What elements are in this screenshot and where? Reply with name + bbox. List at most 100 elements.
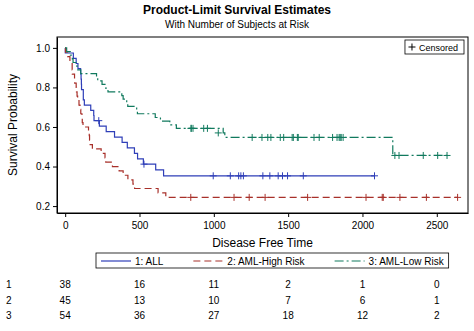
at-risk-count: 13 [134,295,146,306]
legend-label: 2: AML-High Risk [227,256,305,267]
censor-mark [190,125,197,132]
x-axis-title: Disease Free Time [212,236,313,250]
y-tick-label: 0.8 [36,82,50,93]
legend-swatch [335,260,365,261]
inset-legend: Censored [405,40,464,54]
censor-mark [240,172,247,179]
censor-mark [420,152,427,159]
legend-swatch [193,260,223,261]
at-risk-count: 11 [209,279,220,290]
at-risk-row-label: 1 [6,279,12,290]
at-risk-count: 2 [434,310,440,321]
legend: 1: ALL 2: AML-High Risk 3: AML-Low Risk [96,253,449,268]
x-tick: 1000 [203,213,226,231]
x-tick-mark [288,213,289,217]
x-tick-mark [362,213,363,217]
censor-mark [280,134,287,141]
y-tick-mark [53,206,57,207]
censor-mark [454,194,461,201]
x-tick-label: 500 [132,220,149,231]
x-tick-label: 2500 [426,220,449,231]
at-risk-count: 54 [60,310,72,321]
legend-label: 3: AML-Low Risk [369,256,445,267]
chart-container: Product-Limit Survival Estimates With Num… [0,0,474,331]
censor-mark [380,194,387,201]
censor-mark [266,172,273,179]
plot-frame [57,37,468,213]
at-risk-count: 10 [208,295,220,306]
y-tick-mark [53,127,57,128]
inset-legend-marker [408,44,415,51]
censor-mark [215,129,222,136]
y-tick-label: 1.0 [36,43,50,54]
survival-line [65,48,374,176]
censor-mark [340,134,347,141]
at-risk-count: 16 [134,279,146,290]
censor-mark [444,152,451,159]
at-risk-count: 36 [134,310,146,321]
inset-legend-label: Censored [419,43,458,53]
x-tick: 2000 [352,213,375,231]
legend-swatch [101,260,131,261]
x-tick-label: 1500 [278,220,301,231]
y-tick: 0.2 [36,201,57,212]
x-tick-mark [65,213,66,217]
censor-mark [95,117,102,124]
at-risk-count: 18 [283,310,295,321]
x-axis-line [58,213,469,214]
y-tick: 0.8 [36,82,57,93]
censor-mark [423,194,430,201]
x-tick: 2500 [426,213,449,231]
at-risk-count: 12 [357,310,369,321]
x-tick-mark [139,213,140,217]
censor-mark [294,134,301,141]
x-tick-mark [214,213,215,217]
inset-legend-box [405,40,464,54]
y-tick: 1.0 [36,43,57,54]
y-axis: 0.2 0.4 0.6 0.8 1.0 [36,38,57,214]
at-risk-count: 38 [60,279,72,290]
censor-mark [259,172,266,179]
x-tick-label: 0 [63,220,69,231]
y-tick-mark [53,167,57,168]
at-risk-count: 0 [434,279,440,290]
legend-label: 1: ALL [135,256,164,267]
censor-mark [210,172,217,179]
at-risk-count: 27 [208,310,220,321]
at-risk-count: 45 [60,295,72,306]
x-tick-mark [437,213,438,217]
censor-mark [396,194,403,201]
censor-mark [284,172,291,179]
title: Product-Limit Survival Estimates [143,3,331,17]
survival-line [65,48,457,198]
survival-line [65,48,447,156]
y-tick-label: 0.2 [36,201,50,212]
censor-mark [434,152,441,159]
legend-box [96,253,449,268]
at-risk-row-label: 2 [6,295,12,306]
censor-mark [316,134,323,141]
at-risk-count: 1 [434,295,440,306]
subtitle: With Number of Subjects at Risk [165,19,310,30]
at-risk-row-label: 3 [6,310,12,321]
censor-mark [363,194,370,201]
y-tick: 0.4 [36,161,57,172]
x-tick-label: 1000 [203,220,226,231]
at-risk-count: 7 [285,295,291,306]
plot-area [65,48,461,201]
censor-mark [231,194,238,201]
y-tick-mark [53,87,57,88]
x-tick: 500 [132,213,149,231]
censor-mark [204,125,211,132]
y-tick-label: 0.4 [36,161,50,172]
censor-mark [227,172,234,179]
x-tick-label: 2000 [352,220,375,231]
y-tick-mark [53,48,57,49]
censor-mark [295,134,302,141]
y-tick: 0.6 [36,122,57,133]
x-tick: 0 [63,213,69,231]
censor-mark [187,194,194,201]
x-axis: 0 500 1000 1500 2000 2500 [58,213,469,231]
censor-mark [304,194,311,201]
censor-mark [371,172,378,179]
